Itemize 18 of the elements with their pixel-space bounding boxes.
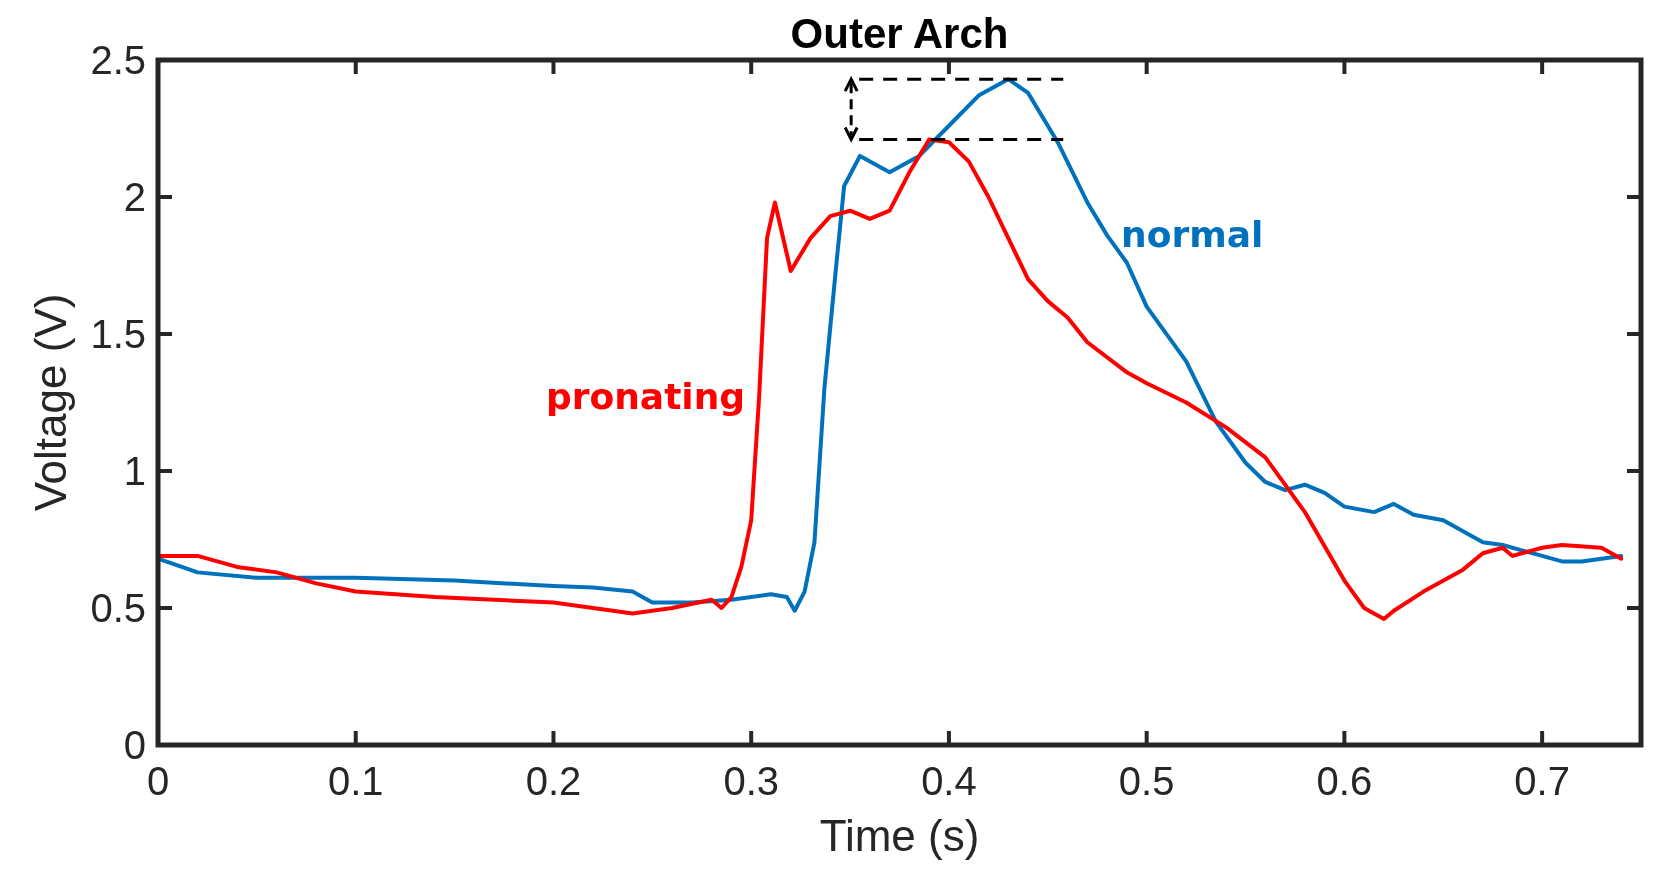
x-tick-label: 0.5 — [1118, 759, 1175, 803]
y-tick-label: 2 — [123, 175, 146, 219]
series-label: normal — [1121, 214, 1264, 256]
series-label: pronating — [545, 376, 746, 418]
x-tick-label: 0.1 — [327, 759, 384, 803]
chart-title: Outer Arch — [790, 10, 1009, 57]
y-tick-label: 0.5 — [90, 586, 146, 630]
y-axis-title: Voltage (V) — [26, 293, 75, 512]
y-tick-label: 1.5 — [90, 312, 146, 356]
x-axis-title: Time (s) — [819, 811, 980, 860]
x-tick-label: 0.6 — [1316, 759, 1373, 803]
y-tick-label: 0 — [123, 723, 146, 767]
x-tick-label: 0.4 — [921, 759, 977, 803]
x-tick-label: 0.2 — [525, 759, 582, 803]
x-tick-label: 0.7 — [1514, 759, 1570, 803]
y-tick-label: 2.5 — [90, 38, 146, 82]
y-tick-label: 1 — [123, 449, 146, 493]
x-tick-label: 0.3 — [723, 759, 779, 803]
